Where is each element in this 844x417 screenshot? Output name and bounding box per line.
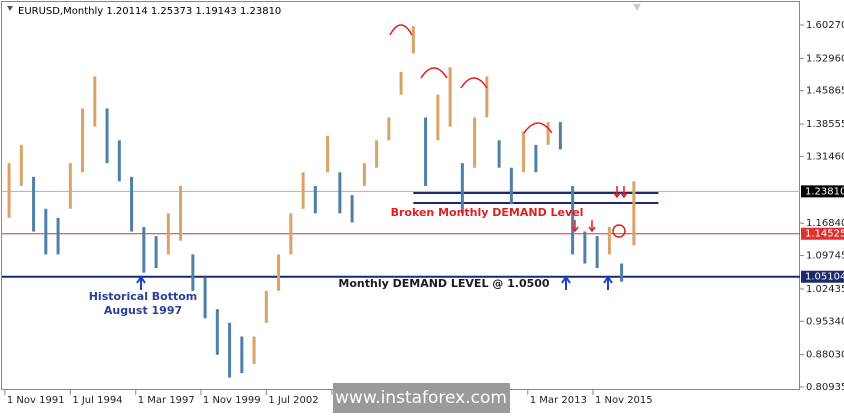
price-label-box	[801, 227, 844, 240]
scroll-icon	[633, 4, 641, 11]
peak-arc	[389, 24, 413, 36]
highlight-circle	[612, 224, 626, 238]
y-tick-label: 1.31460	[806, 151, 844, 162]
x-tick-label: 1 Jul 2002	[268, 395, 318, 406]
watermark: www.instaforex.com	[335, 388, 507, 408]
x-tick-label: 1 Mar 2013	[530, 395, 587, 406]
price-label: 1.23810	[805, 186, 844, 197]
x-tick-label: 1 Jul 1994	[72, 395, 122, 406]
y-tick-label: 1.09745	[806, 251, 844, 262]
price-label-box	[801, 185, 844, 198]
x-tick-label: 1 Mar 1997	[138, 395, 195, 406]
up-arrow	[136, 275, 146, 290]
annotation: Monthly DEMAND LEVEL @ 1.0500	[338, 277, 549, 290]
down-arrow	[588, 220, 596, 233]
peak-arc	[420, 67, 448, 79]
y-tick-label: 0.95340	[806, 316, 844, 327]
x-tick-label: 1 Nov 1991	[7, 395, 65, 406]
annotation: Broken Monthly DEMAND Level	[391, 206, 584, 219]
price-label: 1.14525	[805, 229, 844, 240]
y-tick-label: 1.52960	[806, 53, 844, 64]
annotation: Historical Bottom	[89, 290, 198, 303]
price-label: 1.05104	[805, 272, 844, 283]
price-label-box	[801, 270, 844, 283]
up-arrow	[603, 275, 613, 290]
down-arrow	[613, 186, 621, 199]
peak-arc	[523, 122, 553, 134]
x-tick-label: 1 Nov 2015	[595, 395, 653, 406]
peak-arc	[460, 77, 488, 89]
down-arrow	[571, 220, 579, 233]
y-tick-label: 1.38555	[806, 119, 844, 130]
down-arrow	[620, 186, 628, 199]
watermark-box	[333, 383, 510, 413]
y-tick-label: 1.02435	[806, 284, 844, 295]
y-tick-label: 1.16840	[806, 218, 844, 229]
peak-marks	[389, 24, 628, 238]
annotation: August 1997	[104, 304, 182, 317]
x-tick-label: 1 Nov 1999	[203, 395, 261, 406]
up-arrow	[561, 275, 571, 290]
chart-title: EURUSD,Monthly 1.20114 1.25373 1.19143 1…	[18, 6, 281, 17]
y-tick-label: 1.60270	[806, 20, 844, 31]
y-tick-label: 0.80935	[806, 382, 844, 393]
y-tick-label: 1.45865	[806, 86, 844, 97]
menu-icon	[7, 6, 13, 11]
bottom-arrows	[136, 275, 613, 290]
y-tick-label: 0.88030	[806, 350, 844, 361]
